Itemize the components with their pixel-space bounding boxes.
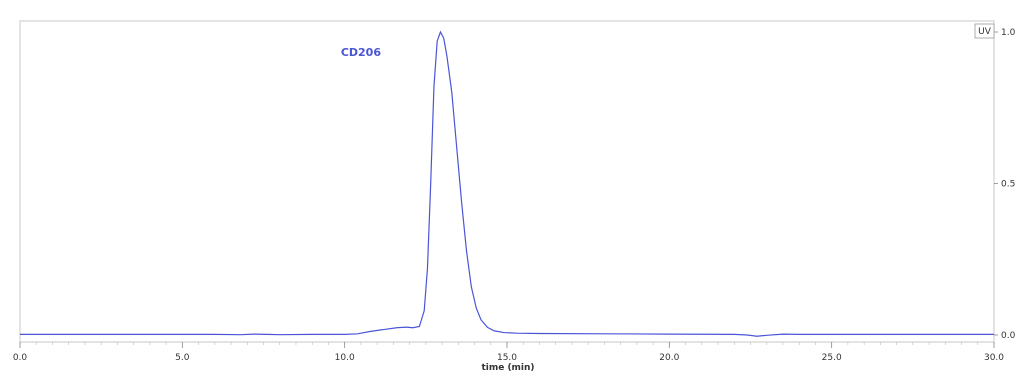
- y-tick-label: 0.5: [1001, 180, 1015, 190]
- x-tick-label: 25.0: [822, 353, 842, 363]
- legend-entry-uv: UV: [978, 27, 992, 37]
- x-tick-label: 20.0: [659, 353, 679, 363]
- legend: UV: [974, 23, 995, 39]
- x-tick-label: 5.0: [175, 353, 190, 363]
- x-ticks: 0.0 5.0 10.0 15.0 20.0 25.0 30.0: [13, 342, 1004, 363]
- series-line-uv: [20, 30, 994, 337]
- y-tick-label: 0.0: [1001, 331, 1016, 341]
- y-tick-label: 1.0: [1001, 28, 1016, 38]
- peak-label-cd206: CD206: [341, 46, 382, 59]
- y-ticks: 0.0 0.5 1.0: [994, 28, 1016, 341]
- x-axis-title: time (min): [481, 363, 534, 373]
- x-tick-label: 0.0: [13, 353, 28, 363]
- plot-frame: [19, 20, 995, 343]
- legend-box: [974, 23, 995, 39]
- x-tick-label: 10.0: [335, 353, 355, 363]
- x-tick-label: 30.0: [984, 353, 1004, 363]
- x-tick-label: 15.0: [497, 353, 517, 363]
